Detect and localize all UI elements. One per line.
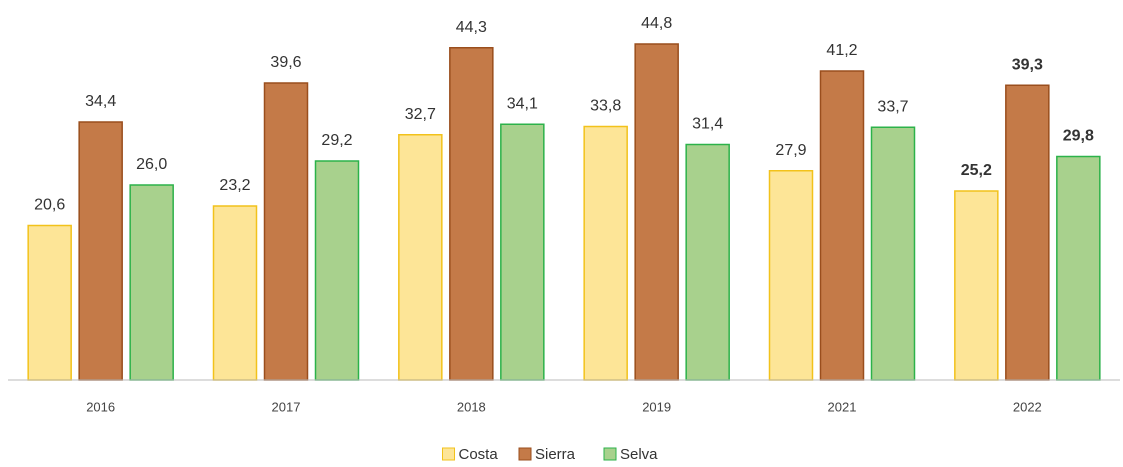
value-label: 33,8 <box>590 98 621 115</box>
value-label: 44,8 <box>641 15 672 32</box>
x-tick-label: 2019 <box>642 399 671 414</box>
legend-label: Selva <box>620 446 658 463</box>
value-label: 33,7 <box>877 98 908 115</box>
bar <box>634 43 679 381</box>
value-label: 39,3 <box>1012 56 1043 73</box>
value-label: 34,4 <box>85 93 116 110</box>
bar <box>27 224 72 381</box>
value-label: 27,9 <box>775 142 806 159</box>
value-label: 44,3 <box>456 19 487 36</box>
value-label: 41,2 <box>826 42 857 59</box>
bar <box>398 134 443 381</box>
bar <box>78 121 123 381</box>
value-label: 20,6 <box>34 197 65 214</box>
value-label: 26,0 <box>136 156 167 173</box>
value-label: 23,2 <box>219 177 250 194</box>
x-tick-label: 2017 <box>272 399 301 414</box>
x-tick-label: 2018 <box>457 399 486 414</box>
bar <box>449 47 494 381</box>
bar <box>314 160 360 381</box>
legend-label: Sierra <box>535 446 576 463</box>
value-label: 32,7 <box>405 106 436 123</box>
bar <box>685 143 730 381</box>
legend-swatch <box>603 447 617 461</box>
bar <box>768 170 814 381</box>
bar <box>129 184 174 381</box>
legend-swatch <box>518 447 532 461</box>
bar <box>500 123 545 381</box>
value-label: 39,6 <box>270 54 301 71</box>
bar <box>212 205 258 381</box>
legend-swatch <box>442 447 455 461</box>
bar <box>1005 84 1050 381</box>
bar <box>263 82 309 381</box>
x-tick-label: 2016 <box>86 399 115 414</box>
value-label: 29,8 <box>1063 128 1094 145</box>
legend-label: Costa <box>459 446 499 463</box>
x-tick-label: 2021 <box>828 399 857 414</box>
bar <box>583 125 628 381</box>
bar <box>870 126 916 381</box>
bar <box>954 190 999 381</box>
value-label: 25,2 <box>961 162 992 179</box>
value-label: 31,4 <box>692 116 723 133</box>
bar <box>819 70 865 381</box>
bar <box>1056 155 1101 381</box>
x-tick-label: 2022 <box>1013 399 1042 414</box>
value-label: 34,1 <box>507 95 538 112</box>
value-label: 29,2 <box>321 132 352 149</box>
